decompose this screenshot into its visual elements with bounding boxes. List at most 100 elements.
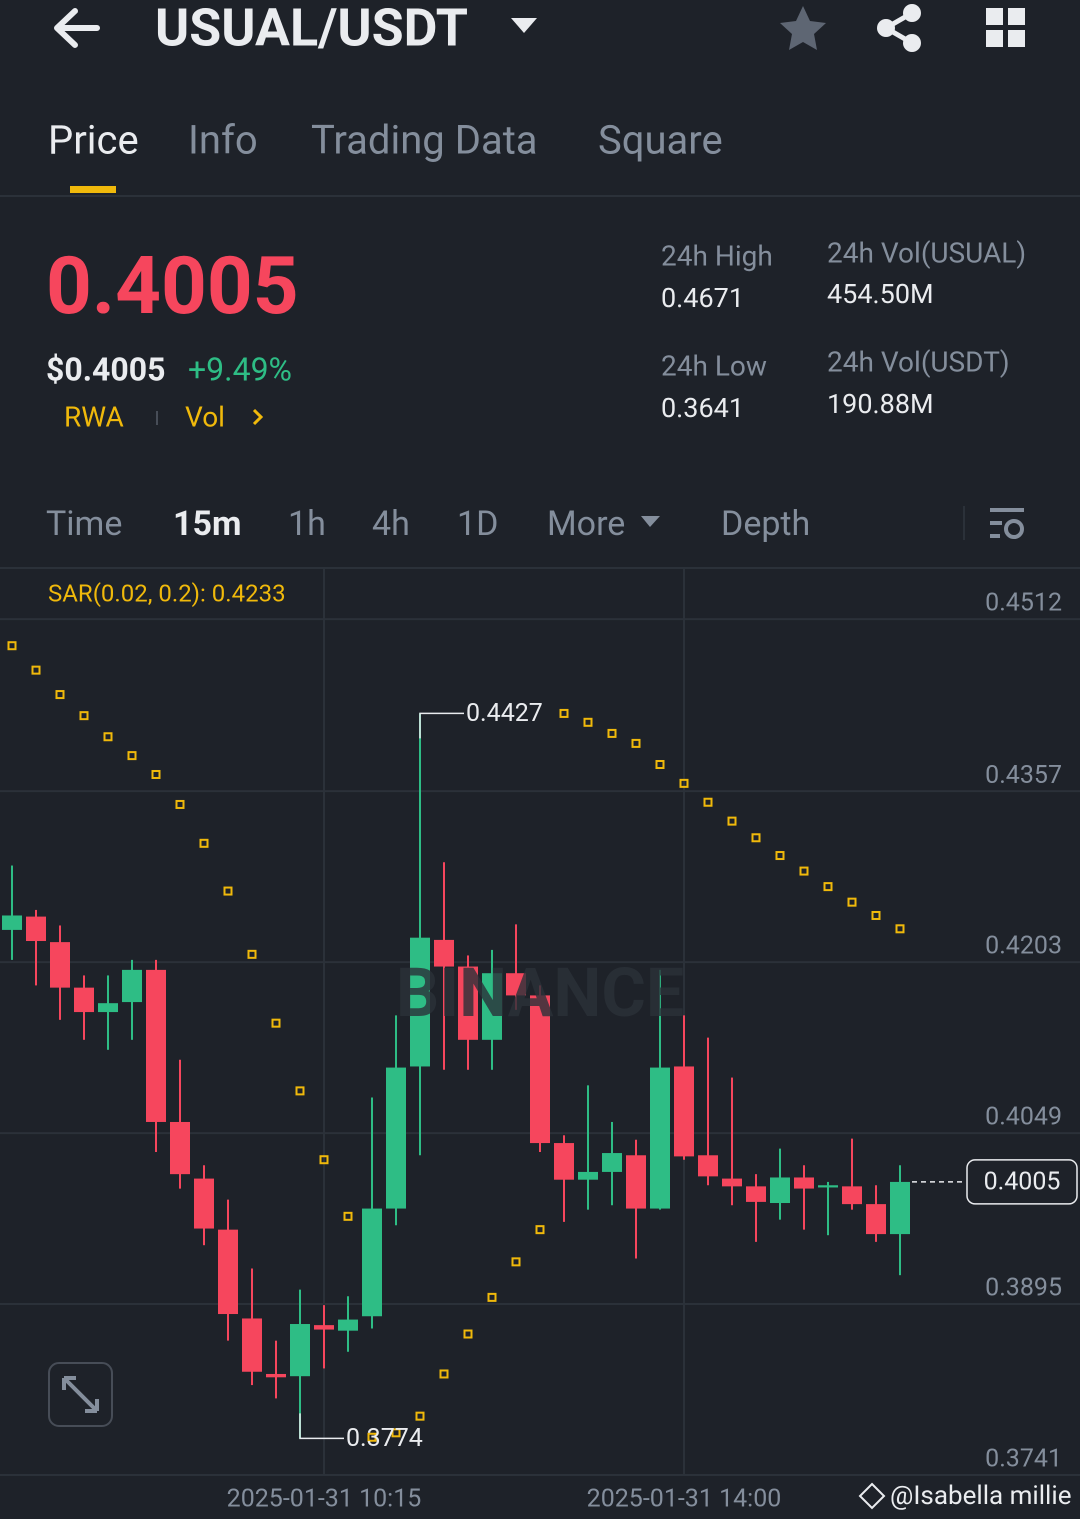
last-price: 0.4005 [46, 239, 299, 333]
interval[interactable]: 1D [457, 504, 498, 544]
candle-body [266, 1373, 286, 1378]
candle-body [890, 1181, 910, 1235]
interval[interactable]: Depth [721, 504, 810, 544]
candle-body [146, 969, 166, 1122]
sar-dot [127, 751, 137, 761]
candle-body [386, 1067, 406, 1209]
pair-title[interactable]: USUAL/USDT [155, 0, 468, 59]
sar-dot [535, 1225, 545, 1235]
sar-dot [583, 717, 593, 727]
sar-dot [55, 690, 65, 700]
sar-dot [319, 1155, 329, 1165]
candle-body [770, 1177, 790, 1204]
candle-body [626, 1155, 646, 1209]
candle-body [314, 1325, 334, 1330]
y-tick-label: 0.4203 [985, 932, 1062, 961]
share-icon[interactable] [877, 4, 921, 52]
sar-dot [823, 882, 833, 892]
stat-value: 0.4671 [661, 282, 744, 314]
sar-dot [175, 799, 185, 809]
favorite-icon[interactable] [780, 6, 826, 50]
grid-icon[interactable] [986, 8, 1025, 47]
interval[interactable]: 1h [288, 504, 326, 544]
candle-body [218, 1229, 238, 1315]
candle-body [74, 987, 94, 1013]
candle-body [482, 973, 502, 1040]
y-tick-label: 0.4357 [985, 761, 1062, 790]
sar-dot [607, 728, 617, 738]
interval[interactable]: 15m [173, 504, 241, 544]
tag[interactable]: Vol [185, 400, 225, 433]
candle-body [122, 969, 142, 1003]
sar-dot [727, 816, 737, 826]
candle-body [242, 1318, 262, 1372]
tab[interactable]: Square [598, 117, 723, 164]
more-dropdown[interactable] [641, 516, 660, 527]
sar-dot [367, 1432, 377, 1442]
sar-dot [415, 1411, 425, 1421]
tab[interactable]: Trading Data [311, 117, 538, 164]
candle-body [746, 1186, 766, 1202]
sar-dot [463, 1329, 473, 1339]
credit: @Isabella millie [890, 1481, 1071, 1511]
candle-body [602, 1153, 622, 1172]
sar-dot [799, 866, 809, 876]
stat-label: 24h Vol(USUAL) [827, 236, 1026, 269]
sar-dot [775, 851, 785, 861]
candle-body [2, 915, 22, 930]
candle-body [290, 1324, 310, 1377]
candle-body [650, 1067, 670, 1209]
candle-body [362, 1208, 382, 1317]
candle-body [338, 1319, 358, 1331]
last-price-label: 0.4005 [984, 1168, 1061, 1197]
sar-dot [487, 1292, 497, 1302]
sar-dot [247, 949, 257, 959]
indicator-label: SAR(0.02, 0.2): 0.4233 [48, 579, 286, 607]
sar-dot [439, 1369, 449, 1379]
sar-dot [223, 886, 233, 896]
y-tick-label: 0.3895 [985, 1274, 1062, 1303]
stat-value: 190.88M [827, 388, 934, 420]
x-tick-label: 2025-01-31 10:15 [227, 1485, 422, 1514]
tab[interactable]: Info [188, 117, 258, 164]
chart-settings-icon[interactable] [990, 508, 1024, 539]
candle-body [506, 973, 526, 996]
sar-dot [151, 769, 161, 779]
stat-value: 454.50M [827, 278, 934, 310]
tab[interactable]: Price [48, 117, 139, 164]
back-button[interactable] [54, 8, 100, 48]
sar-dot [511, 1257, 521, 1267]
candle-body [458, 966, 478, 1040]
watermark: BINANCE [396, 953, 684, 1033]
candle-body [818, 1185, 838, 1188]
sar-dot [871, 910, 881, 920]
interval[interactable]: 4h [372, 504, 410, 544]
interval[interactable]: More [547, 504, 625, 544]
sar-dot [295, 1086, 305, 1096]
candle-body [98, 1003, 118, 1013]
last-price-box [966, 1159, 1078, 1205]
fullscreen-button[interactable] [48, 1362, 113, 1427]
usd-price: $0.4005 [46, 350, 165, 388]
sar-dot [679, 778, 689, 788]
candle-body [170, 1121, 190, 1175]
sar-dot [343, 1211, 353, 1221]
interval[interactable]: Time [46, 504, 122, 544]
stat-label: 24h High [661, 239, 773, 272]
low-label: 0.3774 [346, 1424, 423, 1453]
tag[interactable]: RWA [64, 400, 124, 433]
x-tick-label: 2025-01-31 14:00 [587, 1485, 782, 1514]
sar-dot [79, 711, 89, 721]
candle-body [578, 1171, 598, 1180]
price-change: +9.49% [188, 350, 292, 388]
sar-dot [847, 897, 857, 907]
candle-body [722, 1178, 742, 1187]
candle-body [50, 942, 70, 988]
sar-dot [391, 1428, 401, 1438]
candle-body [410, 937, 430, 1067]
y-tick-label: 0.4512 [985, 589, 1062, 618]
fullscreen-icon [62, 1376, 99, 1413]
pair-dropdown[interactable] [511, 18, 537, 33]
